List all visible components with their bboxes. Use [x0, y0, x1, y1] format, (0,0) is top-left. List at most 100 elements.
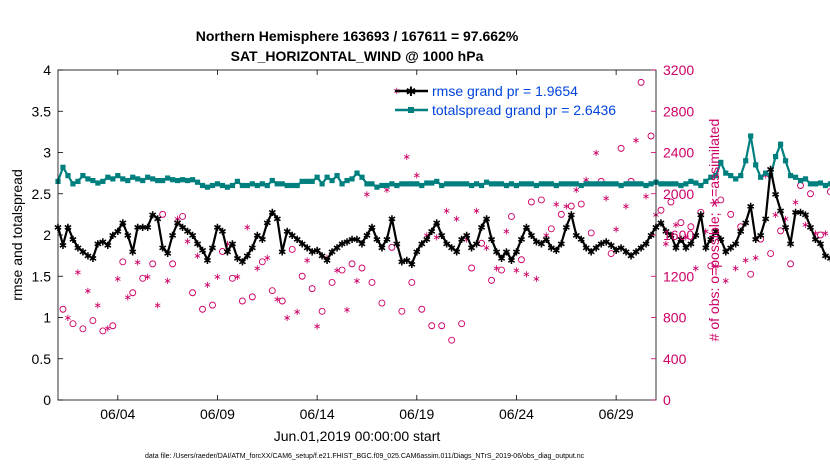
totalspread-point — [359, 174, 365, 180]
rmse-point: ✱ — [452, 248, 460, 259]
totalspread-point — [658, 181, 664, 187]
obs-possible-point — [797, 182, 804, 189]
totalspread-point — [409, 181, 415, 187]
obs-possible-point — [318, 307, 326, 315]
plot-area — [58, 70, 656, 400]
obs-possible-point — [547, 225, 555, 233]
obs-assimilated-point: ∗ — [153, 301, 161, 312]
left-y-tick-label: 1.5 — [32, 268, 52, 284]
rmse-point: ✱ — [467, 243, 475, 254]
legend-rmse-marker: ✱ — [406, 85, 417, 100]
totalspread-point — [399, 181, 405, 187]
obs-assimilated-point: ∗ — [672, 220, 680, 231]
obs-possible-point — [567, 202, 575, 210]
rmse-point: ✱ — [158, 243, 166, 254]
rmse-point: ✱ — [712, 227, 720, 238]
rmse-point: ✱ — [702, 243, 710, 254]
rmse-point: ✱ — [119, 219, 127, 230]
totalspread-point — [100, 178, 106, 184]
totalspread-point — [763, 170, 769, 176]
obs-assimilated-point: ∗ — [213, 272, 221, 283]
obs-possible-point — [388, 243, 396, 251]
obs-assimilated-point: ∗ — [801, 220, 809, 231]
rmse-point: ✱ — [751, 235, 759, 246]
rmse-point: ✱ — [756, 231, 764, 242]
rmse-point: ✱ — [567, 210, 575, 221]
rmse-point: ✱ — [363, 231, 371, 242]
totalspread-point — [663, 181, 669, 187]
legend-rmse-label: rmse grand pr = 1.9654 — [432, 83, 578, 99]
obs-possible-point — [169, 260, 177, 268]
obs-possible-point — [557, 210, 565, 218]
totalspread-point — [588, 181, 594, 187]
right-y-tick-label: 1600 — [663, 227, 694, 243]
rmse-point: ✱ — [502, 248, 510, 259]
rmse-point: ✱ — [492, 248, 500, 259]
rmse-point: ✱ — [303, 243, 311, 254]
totalspread-point — [498, 181, 505, 187]
left-y-tick-label: 0.5 — [32, 351, 52, 367]
rmse-point: ✱ — [697, 210, 705, 221]
right-y-tick-label: 2000 — [663, 186, 694, 202]
obs-assimilated-point: ∗ — [732, 264, 740, 275]
totalspread-point — [110, 176, 116, 182]
rmse-point: ✱ — [487, 235, 495, 246]
totalspread-point — [155, 177, 161, 184]
obs-assimilated-point: ∗ — [423, 231, 431, 242]
totalspread-point — [469, 182, 475, 189]
totalspread-point — [160, 177, 166, 184]
rmse-point: ✱ — [308, 248, 316, 259]
totalspread-point — [703, 178, 709, 184]
obs-assimilated-point: ∗ — [433, 233, 441, 244]
obs-possible-point — [826, 188, 830, 196]
rmse-point: ✱ — [597, 239, 605, 250]
rmse-point: ✱ — [109, 231, 117, 242]
obs-assimilated-point: ∗ — [552, 200, 560, 211]
totalspread-point — [787, 173, 794, 179]
rmse-point: ✱ — [547, 243, 555, 254]
totalspread-point — [349, 176, 355, 182]
rmse-point: ✱ — [497, 254, 505, 265]
totalspread-point — [299, 178, 305, 184]
obs-assimilated-point: ∗ — [502, 226, 510, 237]
obs-possible-point — [99, 327, 107, 335]
rmse-point: ✱ — [288, 231, 296, 242]
totalspread-point — [817, 180, 824, 186]
totalspread-point — [165, 175, 171, 181]
rmse-point: ✱ — [811, 235, 819, 246]
obs-possible-point — [428, 322, 436, 330]
totalspread-point — [175, 177, 181, 184]
obs-possible-point — [199, 305, 206, 313]
totalspread-point — [374, 184, 380, 190]
totalspread-point — [145, 174, 151, 180]
left-y-tick-label: 4 — [43, 62, 51, 78]
x-tick-label: 06/19 — [399, 406, 434, 422]
left-y-tick-label: 2 — [43, 227, 51, 243]
obs-assimilated-point: ∗ — [811, 228, 819, 239]
totalspread-point — [713, 173, 719, 179]
totalspread-point — [249, 181, 255, 187]
rmse-point: ✱ — [732, 239, 740, 250]
obs-possible-point — [617, 144, 625, 152]
totalspread-point — [424, 180, 430, 186]
totalspread-point — [115, 173, 121, 179]
rmse-point: ✱ — [298, 239, 306, 250]
totalspread-point — [543, 181, 549, 187]
rmse-point: ✱ — [104, 241, 112, 252]
obs-assimilated-point: ∗ — [144, 272, 152, 283]
obs-assimilated-point: ∗ — [542, 231, 550, 242]
rmse-point: ✱ — [348, 235, 356, 246]
rmse-point: ✱ — [94, 239, 102, 250]
obs-possible-point — [817, 231, 824, 239]
rmse-point: ✱ — [178, 223, 186, 234]
obs-assimilated-point: ∗ — [821, 228, 829, 239]
totalspread-point — [219, 182, 226, 189]
totalspread-point — [439, 182, 445, 189]
totalspread-point — [189, 177, 196, 183]
obs-assimilated-point: ∗ — [771, 210, 779, 221]
totalspread-point — [414, 181, 420, 187]
chart-title-line1: Northern Hemisphere 163693 / 167611 = 97… — [196, 28, 519, 44]
rmse-point: ✱ — [682, 243, 690, 254]
obs-assimilated-point: ∗ — [124, 292, 132, 303]
rmse-point: ✱ — [457, 235, 465, 246]
